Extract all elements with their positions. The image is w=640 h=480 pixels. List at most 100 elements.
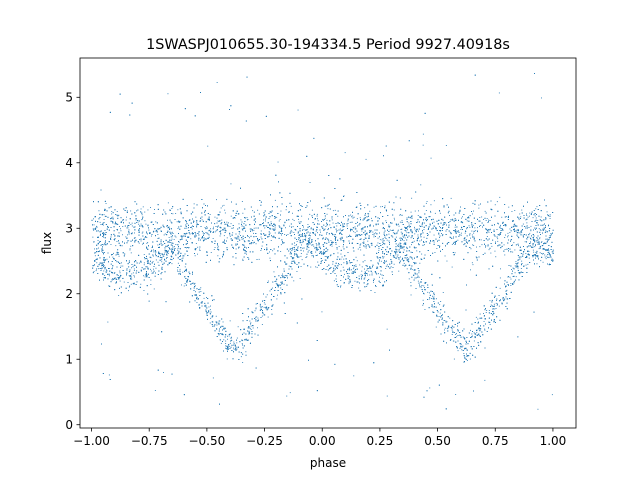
data-point (162, 244, 164, 246)
data-point (257, 319, 259, 321)
data-point (473, 245, 475, 246)
data-point (542, 253, 544, 254)
data-point (414, 233, 416, 235)
data-point (410, 294, 412, 296)
data-point (449, 317, 451, 319)
data-point (461, 349, 463, 351)
data-point (169, 209, 171, 211)
data-point (353, 272, 354, 274)
data-point (518, 217, 520, 219)
data-point (183, 255, 185, 257)
data-point (386, 395, 388, 397)
data-point (398, 225, 400, 227)
data-point (181, 258, 183, 260)
data-point (363, 241, 365, 243)
data-point (290, 248, 292, 249)
data-point (404, 237, 406, 239)
data-point (241, 228, 243, 230)
data-point (343, 258, 345, 260)
data-point (146, 261, 148, 262)
data-point (332, 263, 334, 265)
data-point (310, 235, 311, 237)
data-point (222, 333, 223, 335)
data-point (384, 205, 386, 207)
data-point (409, 226, 411, 228)
data-point (217, 220, 219, 222)
data-point (171, 213, 172, 214)
data-point (285, 209, 287, 211)
data-point (400, 256, 401, 258)
data-point (361, 266, 363, 268)
data-point (272, 226, 274, 227)
data-point (433, 241, 435, 243)
data-point (309, 242, 311, 244)
data-point (427, 291, 429, 293)
data-point (146, 237, 148, 238)
data-point (457, 230, 459, 231)
data-point (461, 221, 463, 222)
data-point (542, 224, 544, 226)
data-point (291, 250, 293, 251)
data-point (184, 283, 186, 284)
data-point (197, 298, 199, 300)
data-point (439, 237, 440, 238)
data-point (377, 242, 379, 244)
data-point (425, 210, 427, 211)
data-point (251, 228, 252, 230)
data-point (214, 231, 216, 233)
data-point (315, 266, 317, 268)
data-point (94, 255, 96, 257)
data-point (103, 270, 105, 272)
data-point (326, 205, 328, 207)
data-point (544, 256, 546, 258)
data-point (303, 250, 304, 252)
data-point (395, 254, 397, 256)
data-point (153, 288, 155, 290)
data-point (416, 229, 418, 231)
data-point (143, 275, 144, 277)
data-point (118, 214, 120, 216)
data-point (507, 235, 509, 237)
data-point (430, 204, 432, 206)
data-point (170, 232, 171, 234)
data-point (210, 252, 212, 253)
data-point (367, 240, 369, 242)
data-point (98, 210, 100, 212)
data-point (290, 231, 292, 233)
data-point (378, 260, 380, 262)
data-point (190, 238, 192, 240)
data-point (194, 248, 196, 250)
data-point (175, 213, 177, 214)
data-point (177, 247, 179, 249)
data-point (547, 238, 548, 240)
data-point (315, 243, 317, 244)
data-point (93, 224, 95, 226)
data-point (382, 255, 383, 257)
data-point (261, 324, 263, 325)
data-point (225, 347, 227, 349)
data-point (225, 340, 227, 342)
data-point (312, 255, 314, 256)
data-point (236, 337, 238, 339)
data-point (499, 196, 501, 198)
data-point (167, 219, 168, 221)
data-point (451, 266, 453, 268)
data-point (483, 321, 485, 322)
data-point (122, 265, 124, 267)
data-point (218, 320, 220, 322)
data-point (413, 240, 415, 242)
data-point (510, 285, 512, 286)
data-point (183, 233, 185, 235)
data-point (177, 262, 179, 264)
data-point (195, 216, 197, 218)
data-point (257, 209, 259, 211)
data-point (224, 212, 226, 214)
data-point (174, 235, 176, 237)
data-point (548, 250, 550, 252)
data-point (534, 227, 536, 229)
data-point (342, 246, 344, 248)
data-point (112, 278, 113, 280)
data-point (140, 208, 142, 210)
data-point (294, 252, 296, 254)
